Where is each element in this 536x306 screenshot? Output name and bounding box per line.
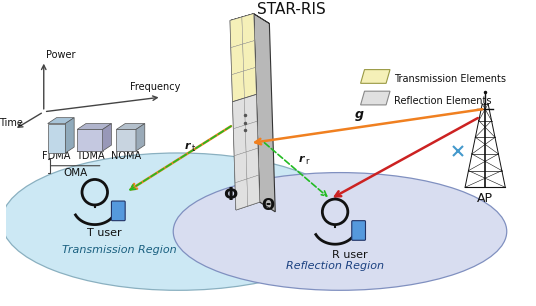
Text: TDMA: TDMA [76,151,104,161]
Polygon shape [230,14,270,24]
Polygon shape [48,118,74,124]
Polygon shape [77,129,102,151]
FancyBboxPatch shape [111,201,125,221]
Polygon shape [254,14,276,212]
Polygon shape [361,91,390,105]
Polygon shape [245,121,258,152]
Polygon shape [243,41,255,71]
Polygon shape [230,14,259,210]
Text: r: r [305,157,309,166]
Polygon shape [116,124,145,129]
Text: Power: Power [46,50,75,60]
Text: R user: R user [332,250,368,260]
Polygon shape [230,17,243,48]
Text: STAR-RIS: STAR-RIS [257,2,325,17]
Text: Time: Time [0,118,23,128]
Text: AP: AP [477,192,493,205]
Polygon shape [242,14,255,44]
Polygon shape [233,98,245,129]
Text: r: r [185,141,190,151]
Polygon shape [65,118,74,153]
Polygon shape [243,68,256,98]
Polygon shape [361,69,390,83]
Text: g: g [355,108,364,121]
Polygon shape [247,175,259,206]
Text: NOMA: NOMA [111,151,141,161]
Polygon shape [232,71,244,102]
Polygon shape [234,152,247,183]
Text: Transmission Region: Transmission Region [62,245,176,255]
Polygon shape [48,124,65,153]
Polygon shape [235,179,248,210]
Ellipse shape [2,153,355,290]
Text: Reflection Region: Reflection Region [286,261,384,271]
Text: Φ: Φ [224,186,237,204]
Polygon shape [77,124,111,129]
Text: Transmission Elements: Transmission Elements [394,74,506,84]
Text: FDMA: FDMA [42,151,71,161]
Text: Θ: Θ [262,198,274,213]
Polygon shape [136,124,145,151]
Polygon shape [231,44,243,75]
Ellipse shape [173,173,507,290]
Text: T user: T user [87,228,122,238]
Text: Frequency: Frequency [130,82,181,92]
Text: Reflection Elements: Reflection Elements [394,96,492,106]
Text: t: t [191,144,195,153]
Polygon shape [234,125,246,156]
Polygon shape [102,124,111,151]
Polygon shape [116,129,136,151]
Text: OMA: OMA [63,168,87,177]
Polygon shape [246,148,259,179]
Polygon shape [244,95,257,125]
FancyBboxPatch shape [352,221,366,240]
Text: r: r [298,154,304,164]
